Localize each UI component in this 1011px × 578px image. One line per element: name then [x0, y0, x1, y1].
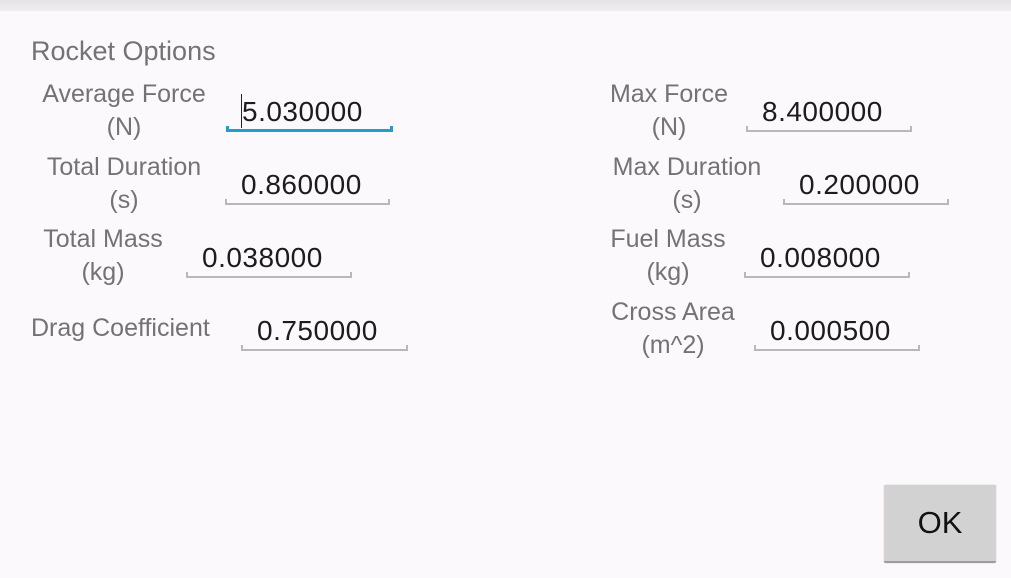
dialog-title: Rocket Options [31, 36, 216, 66]
average-force-input[interactable]: 5.030000 [226, 92, 393, 132]
max-force-label: Max Force (N) [609, 80, 729, 141]
max-duration-label: Max Duration (s) [612, 153, 762, 214]
total-mass-input[interactable]: 0.038000 [186, 238, 352, 278]
max-force-input[interactable]: 8.400000 [746, 92, 912, 132]
total-mass-label: Total Mass (kg) [43, 225, 163, 286]
ok-button[interactable]: OK [884, 485, 996, 563]
top-bar [0, 0, 1011, 11]
drag-coefficient-label: Drag Coefficient [31, 314, 210, 342]
max-duration-input[interactable]: 0.200000 [783, 165, 949, 205]
fuel-mass-label: Fuel Mass (kg) [610, 225, 726, 286]
total-duration-input[interactable]: 0.860000 [225, 165, 390, 205]
drag-coefficient-input[interactable]: 0.750000 [241, 311, 408, 351]
fuel-mass-input[interactable]: 0.008000 [744, 238, 910, 278]
average-force-label: Average Force (N) [42, 80, 206, 141]
cross-area-input[interactable]: 0.000500 [754, 311, 920, 351]
text-caret [241, 94, 242, 128]
cross-area-label: Cross Area (m^2) [611, 298, 735, 359]
total-duration-label: Total Duration (s) [46, 153, 202, 214]
